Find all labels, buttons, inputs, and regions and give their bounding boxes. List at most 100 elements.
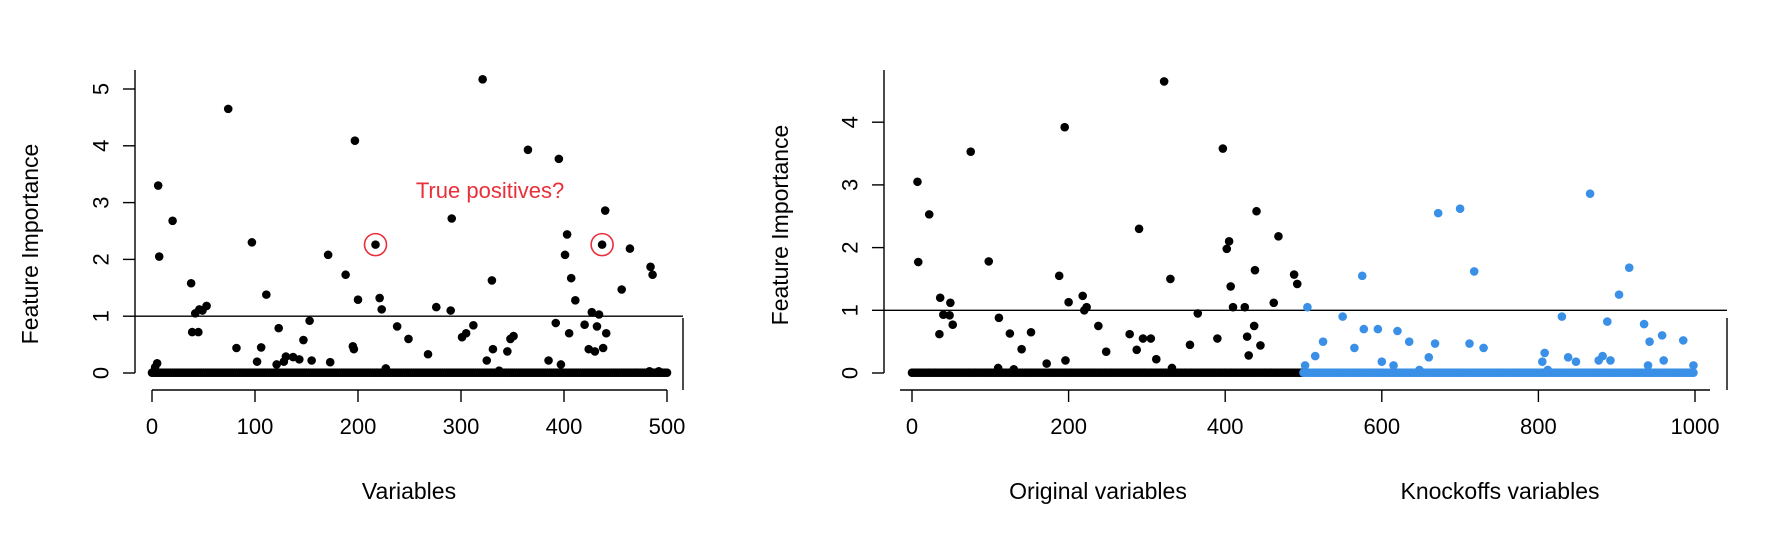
data-point — [939, 310, 948, 319]
data-point — [494, 366, 504, 376]
data-point — [371, 240, 380, 249]
annotation-true-positives: True positives? — [416, 178, 564, 203]
data-point — [478, 75, 487, 84]
data-point — [1054, 271, 1064, 281]
data-point — [262, 290, 271, 299]
data-point — [168, 216, 177, 226]
data-point — [1249, 321, 1259, 331]
data-point — [232, 343, 241, 353]
data-point — [252, 357, 262, 366]
data-point — [1213, 334, 1222, 343]
data-point — [1146, 334, 1156, 343]
data-point — [580, 320, 589, 330]
data-point — [1125, 329, 1134, 339]
data-point — [1557, 312, 1567, 321]
data-point — [648, 270, 657, 280]
data-point — [1571, 357, 1581, 367]
data-point — [1598, 351, 1607, 361]
data-point — [590, 347, 600, 356]
data-point — [945, 311, 954, 320]
data-point — [377, 305, 386, 314]
data-point — [1543, 365, 1553, 375]
data-point — [1424, 353, 1434, 362]
data-point — [1433, 208, 1443, 218]
x-tick-label: 400 — [1207, 414, 1244, 439]
data-point — [1373, 324, 1383, 334]
data-point — [564, 328, 574, 338]
data-point — [1061, 356, 1070, 365]
data-point — [1026, 327, 1036, 337]
y-tick-label: 5 — [89, 83, 114, 95]
x-tick-label: 100 — [237, 414, 274, 439]
data-point — [350, 136, 360, 145]
data-point — [1643, 361, 1653, 370]
data-point — [654, 366, 664, 376]
data-point — [1244, 351, 1253, 360]
x-tick-label: 200 — [1050, 414, 1087, 439]
x-axis-label: Variables — [362, 478, 456, 504]
data-point — [375, 293, 384, 303]
data-point — [1132, 345, 1142, 355]
data-point — [551, 318, 561, 328]
data-point — [256, 343, 266, 352]
data-point — [1082, 302, 1091, 312]
data-point — [281, 352, 291, 361]
data-point — [469, 320, 478, 330]
data-point — [1624, 263, 1634, 272]
annotation-circle — [363, 232, 388, 257]
data-point — [1359, 324, 1369, 334]
data-point — [571, 295, 580, 305]
data-point — [1303, 302, 1312, 312]
chart-left: 0 1 2 3 4 5 0 100 200 300 400 500 Feature Importan… — [17, 70, 685, 504]
data-point — [617, 285, 626, 294]
data-point — [154, 252, 164, 261]
data-point — [1151, 354, 1161, 364]
data-point — [1252, 206, 1261, 216]
y-tick-label: 1 — [89, 310, 114, 322]
data-point — [294, 355, 304, 364]
data-point — [1310, 351, 1320, 361]
data-point — [1167, 363, 1177, 373]
data-point — [598, 343, 608, 353]
data-point — [353, 295, 363, 305]
data-point — [601, 328, 611, 338]
data-point — [1338, 312, 1347, 321]
data-point — [1134, 224, 1144, 234]
data-point — [503, 347, 512, 356]
data-point — [488, 344, 498, 354]
data-point — [594, 310, 604, 319]
data-point — [1193, 309, 1203, 318]
data-point — [247, 238, 257, 247]
data-point — [274, 323, 283, 333]
data-point — [1269, 298, 1279, 308]
data-point — [523, 145, 533, 155]
data-point — [966, 147, 976, 156]
data-point — [1224, 237, 1234, 246]
data-point — [323, 250, 333, 260]
data-point — [646, 262, 655, 272]
data-point — [1430, 339, 1440, 348]
data-point — [1404, 337, 1414, 346]
data-point — [913, 257, 923, 267]
y-axis-label: Feature Importance — [767, 125, 793, 326]
x-tick-label: 0 — [146, 414, 158, 439]
data-point — [913, 177, 922, 187]
data-point — [392, 322, 402, 331]
data-point — [1159, 77, 1169, 86]
data-point — [1389, 361, 1398, 370]
data-point — [446, 306, 456, 315]
y-axis-label: Feature Importance — [17, 144, 43, 345]
data-point — [1218, 144, 1228, 153]
data-point — [1138, 334, 1148, 343]
data-point — [1318, 337, 1328, 346]
data-point — [1064, 297, 1073, 307]
data-point — [447, 214, 457, 223]
data-point — [544, 356, 553, 365]
data-point — [509, 331, 518, 341]
data-point — [662, 368, 672, 378]
data-point — [1585, 189, 1595, 198]
data-point — [423, 349, 433, 359]
y-tick-label: 3 — [89, 196, 114, 208]
data-point — [381, 364, 391, 373]
data-point — [1614, 290, 1624, 299]
